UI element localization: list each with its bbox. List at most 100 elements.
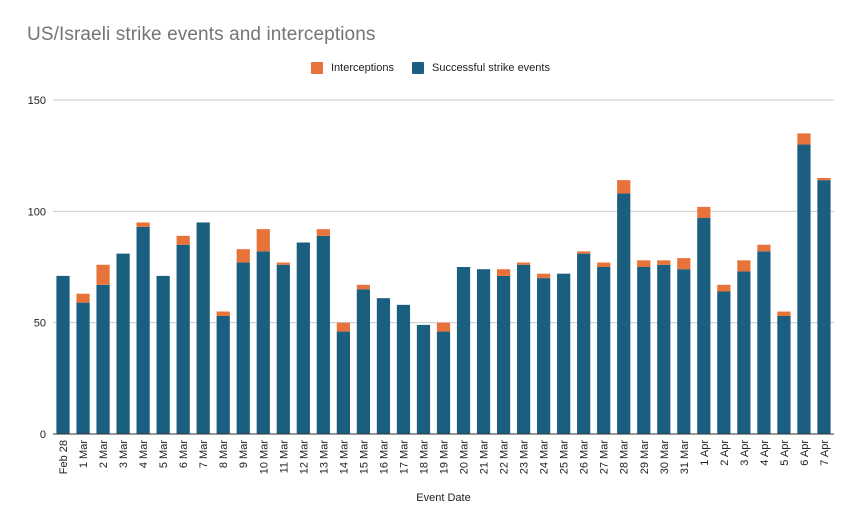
x-tick-label: 14 Mar: [338, 440, 350, 475]
x-tick-label: 5 Apr: [779, 440, 791, 466]
legend-label-interceptions: Interceptions: [331, 62, 394, 74]
bar-interceptions[interactable]: [216, 311, 230, 316]
x-tick-label: 7 Mar: [198, 440, 210, 468]
bar-successful-strikes[interactable]: [56, 275, 70, 434]
bar-successful-strikes[interactable]: [116, 253, 130, 434]
bar-interceptions[interactable]: [737, 260, 751, 272]
bar-interceptions[interactable]: [236, 249, 250, 263]
x-tick-label: 6 Mar: [178, 440, 190, 468]
bar-successful-strikes[interactable]: [817, 180, 831, 434]
bar-interceptions[interactable]: [537, 273, 551, 279]
bar-successful-strikes[interactable]: [276, 264, 290, 434]
bar-interceptions[interactable]: [256, 229, 270, 252]
bar-interceptions[interactable]: [577, 251, 591, 254]
x-tick-label: 21 Mar: [479, 440, 491, 475]
bar-interceptions[interactable]: [777, 311, 791, 316]
bar-successful-strikes[interactable]: [697, 218, 711, 434]
bar-successful-strikes[interactable]: [316, 235, 330, 434]
bar-successful-strikes[interactable]: [196, 222, 210, 434]
bar-interceptions[interactable]: [717, 284, 731, 292]
bar-interceptions[interactable]: [496, 269, 511, 276]
bar-successful-strikes[interactable]: [637, 267, 651, 434]
y-tick-label: 50: [34, 318, 46, 330]
x-tick-label: 31 Mar: [679, 440, 691, 475]
bar-successful-strikes[interactable]: [797, 144, 811, 435]
bar-successful-strikes[interactable]: [516, 264, 531, 434]
bar-successful-strikes[interactable]: [537, 278, 551, 434]
bar-interceptions[interactable]: [336, 322, 350, 332]
bar-interceptions[interactable]: [617, 180, 631, 194]
x-tick-label: 8 Mar: [218, 440, 230, 468]
x-tick-label: 3 Apr: [739, 440, 751, 466]
bar-interceptions[interactable]: [516, 262, 531, 265]
x-tick-label: 2 Apr: [719, 440, 731, 466]
bar-successful-strikes[interactable]: [136, 226, 150, 434]
bar-successful-strikes[interactable]: [356, 289, 371, 434]
bar-interceptions[interactable]: [76, 293, 90, 303]
bar-successful-strikes[interactable]: [657, 264, 671, 434]
bar-interceptions[interactable]: [677, 258, 691, 270]
bar-successful-strikes[interactable]: [76, 302, 90, 434]
bar-interceptions[interactable]: [637, 260, 651, 267]
x-tick-label: 23 Mar: [519, 440, 531, 475]
x-tick-label: 24 Mar: [539, 440, 551, 475]
bar-successful-strikes[interactable]: [336, 331, 350, 434]
bar-successful-strikes[interactable]: [436, 331, 451, 434]
chart-title: US/Israeli strike events and interceptio…: [27, 24, 376, 45]
x-tick-label: 2 Mar: [98, 440, 110, 468]
bar-successful-strikes[interactable]: [396, 304, 411, 434]
bar-successful-strikes[interactable]: [617, 193, 631, 434]
bar-successful-strikes[interactable]: [597, 267, 611, 434]
bar-interceptions[interactable]: [697, 206, 711, 219]
bar-successful-strikes[interactable]: [376, 298, 391, 434]
bar-successful-strikes[interactable]: [717, 291, 731, 434]
bar-successful-strikes[interactable]: [476, 269, 491, 434]
bar-successful-strikes[interactable]: [296, 242, 310, 434]
bar-successful-strikes[interactable]: [757, 251, 771, 434]
bar-successful-strikes[interactable]: [96, 284, 110, 434]
x-tick-label: 26 Mar: [579, 440, 591, 475]
bar-successful-strikes[interactable]: [256, 251, 270, 434]
bar-interceptions[interactable]: [96, 264, 110, 285]
x-tick-label: 29 Mar: [639, 440, 651, 475]
bar-successful-strikes[interactable]: [416, 324, 431, 434]
x-tick-label: 10 Mar: [258, 440, 270, 475]
legend-swatch-successful-strikes: [411, 62, 424, 74]
bar-interceptions[interactable]: [276, 262, 290, 265]
bar-successful-strikes[interactable]: [156, 275, 170, 434]
legend-item-successful-strikes[interactable]: Successful strike events: [411, 62, 550, 74]
bar-successful-strikes[interactable]: [176, 244, 190, 434]
bar-successful-strikes[interactable]: [737, 271, 751, 434]
bars: [56, 133, 831, 435]
bar-successful-strikes[interactable]: [677, 269, 691, 434]
bar-interceptions[interactable]: [797, 133, 811, 145]
bar-interceptions[interactable]: [817, 177, 831, 181]
bar-interceptions[interactable]: [136, 222, 150, 227]
bar-successful-strikes[interactable]: [557, 273, 571, 434]
bar-successful-strikes[interactable]: [236, 262, 250, 434]
bar-successful-strikes[interactable]: [216, 315, 230, 434]
bar-interceptions[interactable]: [597, 262, 611, 267]
bar-successful-strikes[interactable]: [777, 315, 791, 434]
bar-interceptions[interactable]: [176, 235, 190, 245]
bar-interceptions[interactable]: [757, 244, 771, 252]
bar-successful-strikes[interactable]: [496, 275, 511, 434]
bar-successful-strikes[interactable]: [456, 267, 471, 434]
y-axis-ticks: 0 50 100 150: [28, 95, 46, 441]
x-tick-label: 1 Apr: [699, 440, 711, 466]
x-tick-label: 25 Mar: [559, 440, 571, 475]
x-tick-label: Feb 28: [58, 440, 70, 474]
x-tick-label: 30 Mar: [659, 440, 671, 475]
legend-item-interceptions[interactable]: Interceptions: [311, 62, 394, 74]
x-tick-label: 28 Mar: [619, 440, 631, 475]
bar-interceptions[interactable]: [436, 322, 451, 332]
bar-successful-strikes[interactable]: [577, 253, 591, 434]
bar-interceptions[interactable]: [356, 284, 371, 290]
x-tick-label: 4 Apr: [759, 440, 771, 466]
x-tick-label: 18 Mar: [418, 440, 430, 475]
bar-interceptions[interactable]: [657, 260, 671, 265]
x-tick-label: 15 Mar: [358, 440, 370, 475]
bar-interceptions[interactable]: [316, 229, 330, 236]
